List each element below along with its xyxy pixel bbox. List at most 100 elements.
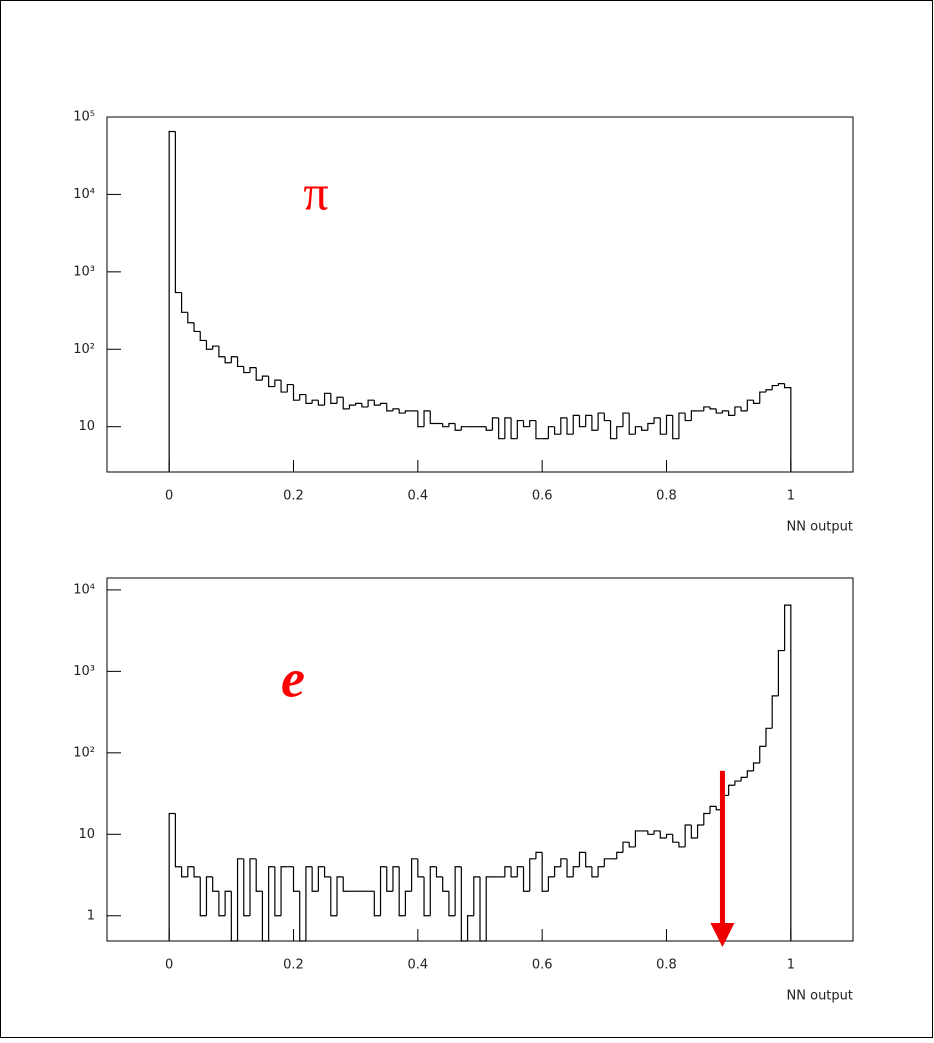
- histogram-bin: [678, 412, 686, 439]
- histogram-bin: [616, 426, 623, 439]
- histogram-bin: [230, 891, 238, 942]
- histogram-bin: [448, 422, 456, 427]
- x-axis-label: NN output: [787, 520, 853, 535]
- histogram-bin: [529, 419, 536, 427]
- histogram-bin: [193, 322, 201, 333]
- histogram-bin: [336, 396, 344, 404]
- histogram-bin: [690, 410, 698, 421]
- x-tick-label: 1: [787, 489, 795, 504]
- histogram-bin: [323, 392, 331, 406]
- histogram-bin: [243, 366, 250, 374]
- histogram-bin: [777, 383, 785, 386]
- x-tick-label: 0.6: [532, 958, 553, 973]
- y-tick-label: 10⁴: [73, 582, 95, 597]
- histogram-bin: [485, 426, 493, 431]
- histogram-bin: [411, 858, 418, 892]
- histogram-bin: [355, 402, 362, 406]
- x-tick-label: 0.2: [283, 958, 304, 973]
- histogram-bin: [448, 891, 456, 917]
- histogram-bin: [348, 404, 356, 409]
- histogram-bin: [187, 312, 195, 324]
- histogram-bin: [603, 413, 611, 422]
- histogram-bin: [665, 414, 673, 435]
- y-tick-label: 1: [87, 908, 95, 923]
- histogram-bin: [404, 890, 412, 916]
- histogram-bin: [634, 830, 642, 847]
- histogram-bin: [672, 415, 679, 440]
- histogram-bin: [554, 866, 561, 877]
- histogram-bin: [454, 423, 462, 431]
- histogram-bin: [205, 876, 213, 916]
- histogram-bin: [286, 383, 294, 393]
- histogram-bin: [429, 410, 437, 425]
- histogram-bin: [759, 391, 766, 404]
- histogram-bin: [379, 402, 387, 406]
- histogram-bin: [398, 408, 406, 414]
- histogram-bin: [665, 833, 673, 839]
- histogram-bin: [249, 366, 257, 373]
- histogram-bin: [342, 876, 350, 892]
- histogram-bin: [784, 604, 792, 941]
- histogram-bin: [292, 384, 300, 401]
- histogram-bin: [684, 824, 692, 847]
- histogram-bin: [560, 417, 568, 435]
- histogram-bin: [709, 406, 717, 410]
- histogram-bin: [765, 727, 773, 747]
- histogram-bin: [504, 866, 512, 877]
- histogram-bin: [429, 866, 437, 916]
- histogram-bin: [547, 876, 555, 892]
- histogram-bin: [342, 397, 350, 410]
- x-tick-label: 0.8: [656, 489, 677, 504]
- histogram-bin: [740, 406, 748, 412]
- histogram-bin: [522, 420, 530, 428]
- histogram-bin: [566, 858, 574, 878]
- histogram-bin: [330, 393, 338, 404]
- histogram-bin: [336, 876, 344, 916]
- histogram-bin: [522, 866, 530, 892]
- histogram-bin: [417, 858, 425, 878]
- histogram-bin: [274, 379, 282, 387]
- histogram-bin: [404, 410, 412, 414]
- y-tick-label: 10⁴: [73, 187, 95, 202]
- histogram-bin: [597, 412, 605, 431]
- histogram-bin: [690, 825, 698, 839]
- histogram-bin: [541, 852, 549, 892]
- histogram-bin: [535, 420, 543, 440]
- histogram-bin: [609, 420, 617, 440]
- histogram-bin: [516, 419, 524, 439]
- histogram-bin: [249, 858, 257, 916]
- histogram-bin: [398, 866, 406, 917]
- histogram-bin: [591, 415, 599, 431]
- histogram-bin: [187, 866, 195, 877]
- histogram-bin: [373, 400, 381, 406]
- histogram-bin: [243, 858, 250, 917]
- histogram-bin: [212, 345, 219, 350]
- histogram-bin: [510, 866, 518, 878]
- x-axis-label: NN output: [787, 989, 853, 1004]
- histogram-bin: [373, 891, 381, 917]
- histogram-bin: [305, 866, 313, 941]
- histogram-bin: [572, 866, 580, 877]
- histogram-bin: [529, 858, 536, 892]
- histogram-bin: [740, 776, 748, 782]
- histogram-bin: [255, 367, 263, 381]
- histogram-bin: [578, 415, 586, 428]
- histogram-bin: [230, 356, 238, 363]
- histogram-bin: [684, 413, 692, 422]
- histogram-bin: [199, 876, 207, 917]
- histogram-bin: [578, 851, 586, 867]
- histogram-bin: [423, 410, 431, 427]
- histogram-bin: [168, 130, 176, 472]
- histogram-bin: [603, 858, 611, 867]
- histogram-bin: [759, 745, 766, 764]
- histogram-bin: [224, 356, 232, 364]
- histogram-bin: [261, 891, 269, 942]
- histogram-bin: [193, 866, 201, 878]
- histogram-bin: [174, 813, 182, 868]
- histogram-bin: [622, 841, 630, 853]
- x-tick-label: 0.8: [656, 958, 677, 973]
- histogram-bin: [181, 866, 188, 878]
- histogram-bin: [199, 331, 207, 342]
- histogram-bin: [734, 780, 742, 786]
